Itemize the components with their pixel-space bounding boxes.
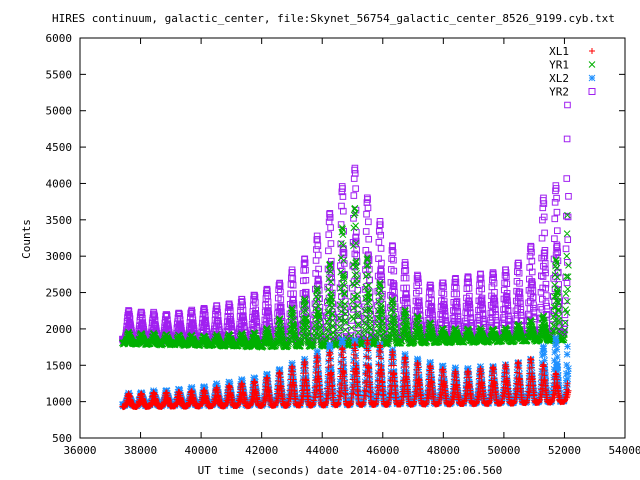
x-tick-label: 42000 (245, 444, 278, 457)
y-tick-label: 4000 (46, 177, 73, 190)
x-tick-label: 54000 (608, 444, 640, 457)
y-tick-label: 3000 (46, 250, 73, 263)
series-xl1-points (119, 337, 572, 411)
series-yr1-points (119, 204, 572, 351)
series-layer (119, 101, 572, 411)
x-tick-label: 48000 (427, 444, 460, 457)
chart-title: HIRES continuum, galactic_center, file:S… (52, 12, 615, 25)
legend-label: YR1 (549, 59, 569, 72)
y-tick-label: 5500 (46, 68, 73, 81)
x-tick-label: 40000 (185, 444, 218, 457)
y-tick-label: 4500 (46, 141, 73, 154)
x-tick-label: 50000 (487, 444, 520, 457)
x-tick-label: 44000 (306, 444, 339, 457)
legend-label: YR2 (549, 86, 569, 99)
x-tick-label: 52000 (548, 444, 581, 457)
legend-marker (588, 74, 596, 82)
axis-layer: 36000 38000 40000 42000 44000 46000 48000 50000… (46, 32, 640, 457)
legend-marker (588, 88, 596, 95)
legend-marker (589, 48, 595, 54)
y-tick-label: 2000 (46, 323, 73, 336)
legend-label: XL2 (549, 72, 569, 85)
x-tick-label: 36000 (63, 444, 96, 457)
legend-marker (588, 61, 596, 68)
y-tick-label: 1000 (46, 396, 73, 409)
y-axis-label: Counts (20, 219, 33, 259)
legend-label: XL1 (549, 45, 569, 58)
y-tick-label: 2500 (46, 287, 73, 300)
y-tick-label: 6000 (46, 32, 73, 45)
y-tick-label: 5000 (46, 105, 73, 118)
y-tick-label: 3500 (46, 214, 73, 227)
x-tick-label: 46000 (366, 444, 399, 457)
x-tick-label: 38000 (124, 444, 157, 457)
y-tick-label: 500 (52, 432, 72, 445)
plot-frame (79, 37, 626, 439)
x-axis-label: UT time (seconds) date 2014-04-07T10:25:… (198, 464, 503, 477)
y-tick-label: 1500 (46, 359, 73, 372)
